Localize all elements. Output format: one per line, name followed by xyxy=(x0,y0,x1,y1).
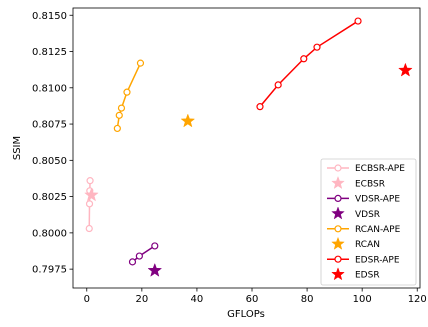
data-point xyxy=(256,103,264,111)
series-layer xyxy=(84,17,413,277)
x-tick-label: 20 xyxy=(135,294,148,305)
legend-handle-marker xyxy=(334,164,342,172)
data-point-star xyxy=(147,262,163,277)
legend-entry: VDSR-APE xyxy=(327,195,400,205)
legend-entry: RCAN-APE xyxy=(327,225,401,235)
data-point xyxy=(135,252,143,260)
series-vdsr-ape xyxy=(128,242,159,266)
x-tick-label: 60 xyxy=(246,294,259,305)
legend-handle-star xyxy=(331,206,345,220)
legend-label: VDSR-APE xyxy=(355,195,400,205)
x-tick-label: 100 xyxy=(353,294,372,305)
x-tick-label: 80 xyxy=(301,294,314,305)
y-tick-label: 0.8125 xyxy=(32,47,67,58)
data-point-star xyxy=(398,62,413,77)
legend-label: VDSR xyxy=(355,210,380,220)
data-point xyxy=(113,124,121,133)
data-point xyxy=(151,242,159,250)
legend-handle-marker xyxy=(334,194,342,202)
legend-entry: VDSR xyxy=(331,206,380,220)
series-ecbsr xyxy=(84,187,99,202)
y-tick-label: 0.8000 xyxy=(32,228,67,239)
legend-entry: ECBSR-APE xyxy=(327,164,405,174)
x-tick-label: 120 xyxy=(408,294,427,305)
legend-label: EDSR xyxy=(355,271,380,281)
legend: ECBSR-APE ECBSR VDSR-APE VDSR RCAN-APE RCAN ED… xyxy=(320,158,417,286)
legend-handle-star xyxy=(331,236,345,250)
data-point xyxy=(313,43,321,51)
data-point xyxy=(123,88,131,96)
data-point-star xyxy=(180,113,196,128)
legend-handle-marker xyxy=(334,225,342,233)
legend-label: EDSR-APE xyxy=(355,255,400,265)
y-tick-label: 0.8150 xyxy=(32,11,67,22)
legend-label: ECBSR-APE xyxy=(355,164,405,174)
series-vdsr xyxy=(147,262,163,277)
data-point-star xyxy=(84,187,99,202)
data-point xyxy=(85,224,93,233)
series-edsr-ape xyxy=(256,17,362,111)
legend-label: ECBSR xyxy=(355,179,385,189)
y-tick-label: 0.8100 xyxy=(32,83,67,94)
series-rcan xyxy=(180,113,196,128)
data-point xyxy=(117,104,126,112)
legend-box xyxy=(320,158,417,286)
data-point xyxy=(274,81,282,89)
data-point xyxy=(136,59,145,67)
series-rcan-ape xyxy=(113,59,145,133)
x-tick-label: 40 xyxy=(191,294,204,305)
legend-label: RCAN xyxy=(355,240,380,250)
x-tick-label: 0 xyxy=(84,294,90,305)
legend-handle-marker xyxy=(334,255,342,263)
legend-entry: EDSR-APE xyxy=(327,255,400,265)
y-axis-label: SSIM xyxy=(12,136,23,160)
data-point xyxy=(115,111,123,119)
y-tick-label: 0.7975 xyxy=(32,265,67,276)
data-point xyxy=(86,177,94,185)
legend-handle-star xyxy=(331,175,345,190)
x-axis-label: GFLOPs xyxy=(227,309,265,320)
y-axis-ticks: 0.7975 0.8000 0.8025 0.8050 0.8075 0.8100 0.81… xyxy=(32,11,73,276)
legend-label: RCAN-APE xyxy=(355,225,401,235)
legend-entry: EDSR xyxy=(331,267,380,281)
y-tick-label: 0.8050 xyxy=(32,156,67,167)
legend-handle-star xyxy=(331,267,345,281)
legend-entry: RCAN xyxy=(331,236,380,250)
series-edsr xyxy=(398,62,413,77)
data-point xyxy=(85,200,94,208)
data-point xyxy=(300,55,308,63)
y-tick-label: 0.8025 xyxy=(32,192,67,203)
y-tick-label: 0.8075 xyxy=(32,120,67,131)
x-axis-ticks: 0 20 40 60 80 100 120 xyxy=(84,288,427,305)
series-ecbsr-ape xyxy=(85,177,94,233)
legend-entry: ECBSR xyxy=(331,175,385,190)
data-point xyxy=(354,17,362,25)
data-point xyxy=(128,258,137,266)
